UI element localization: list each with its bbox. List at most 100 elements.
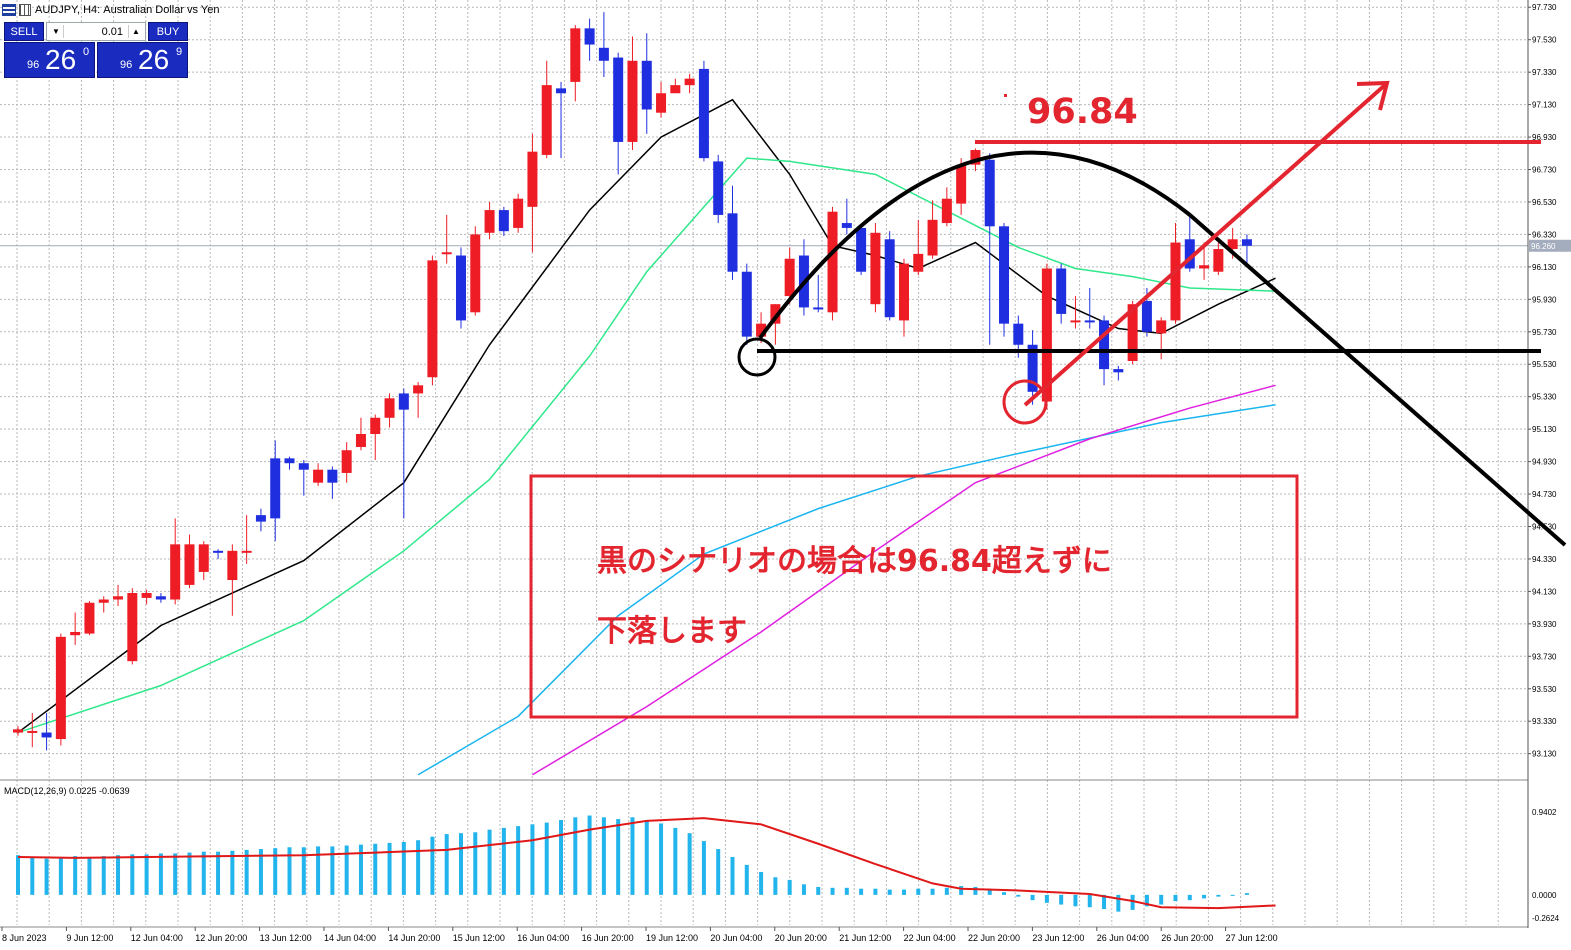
macd-histogram-bar	[887, 889, 892, 895]
macd-histogram-bar	[301, 847, 306, 895]
macd-histogram-bar	[716, 849, 721, 895]
menu-icon[interactable]	[2, 4, 16, 16]
candle-body	[1041, 268, 1052, 402]
sell-button[interactable]: SELL	[4, 22, 44, 41]
macd-histogram-bar	[630, 817, 635, 895]
lot-increase-icon[interactable]: ▲	[128, 25, 143, 38]
price-tick-label: 94.330	[1532, 555, 1557, 564]
macd-histogram-bar	[458, 833, 463, 895]
candle-body	[98, 599, 109, 603]
macd-histogram-bar	[659, 823, 664, 895]
macd-histogram-bar	[801, 884, 806, 895]
candle-body	[1241, 239, 1252, 246]
candle-body	[155, 596, 166, 600]
macd-histogram-bar	[158, 853, 163, 895]
macd-histogram-bar	[916, 888, 921, 895]
price-tick-label: 94.130	[1532, 587, 1557, 596]
macd-histogram-bar	[730, 856, 735, 895]
candle-body	[1127, 304, 1138, 361]
buy-button[interactable]: BUY	[148, 22, 188, 41]
candle-body	[698, 68, 709, 159]
time-tick-label: 26 Jun 04:00	[1097, 933, 1149, 943]
candle-body	[541, 85, 552, 155]
candle-body	[213, 550, 224, 553]
level-label: 96.84	[1027, 92, 1138, 132]
candle-body	[856, 227, 867, 272]
time-tick-label: 20 Jun 20:00	[775, 933, 827, 943]
candle-body	[556, 88, 567, 94]
price-tick-label: 96.930	[1532, 133, 1557, 142]
symbol-description: Australian Dollar vs Yen	[103, 4, 220, 16]
candle-body	[170, 544, 181, 600]
macd-histogram-bar	[830, 887, 835, 895]
candle-body	[370, 417, 381, 434]
candle-body	[756, 323, 767, 337]
price-tick-label: 95.130	[1532, 425, 1557, 434]
candle-body	[127, 593, 138, 662]
macd-histogram-bar	[1130, 894, 1135, 910]
macd-histogram-bar	[1187, 894, 1192, 901]
buy-price-box[interactable]: 96 26 9	[97, 42, 188, 78]
candle-body	[198, 544, 209, 572]
moving-average-line	[17, 98, 1276, 734]
candle-body	[784, 258, 795, 297]
candle-body	[241, 550, 252, 553]
chart-window-icon[interactable]	[19, 4, 31, 16]
macd-histogram-bar	[44, 858, 49, 895]
price-tick-label: 93.730	[1532, 652, 1557, 661]
macd-histogram-bar	[573, 817, 578, 895]
candle-body	[827, 211, 838, 313]
macd-histogram-bar	[873, 888, 878, 895]
macd-histogram-bar	[230, 850, 235, 895]
current-price-label: 96.260	[1531, 242, 1556, 251]
candle-body	[184, 544, 195, 585]
time-tick-label: 12 Jun 04:00	[131, 933, 183, 943]
macd-histogram-bar	[930, 888, 935, 895]
chart-title-bar: AUDJPY, H4: Australian Dollar vs Yen	[2, 2, 219, 18]
macd-histogram-bar	[701, 841, 706, 895]
candle-body	[927, 219, 938, 256]
macd-histogram-bar	[1244, 893, 1249, 895]
price-tick-label: 96.730	[1532, 166, 1557, 175]
macd-histogram-bar	[244, 849, 249, 895]
time-tick-label: 20 Jun 04:00	[710, 933, 762, 943]
price-tick-label: 95.330	[1532, 393, 1557, 402]
candle-body	[384, 398, 395, 418]
sell-price-box[interactable]: 96 26 0	[4, 42, 95, 78]
macd-histogram-bar	[1159, 894, 1164, 905]
red-arrow-shaft	[1023, 83, 1387, 407]
candle-body	[770, 304, 781, 324]
current-price-tag	[1529, 239, 1571, 252]
macd-histogram-bar	[216, 851, 221, 895]
ask-pip: 9	[176, 46, 183, 58]
candle-body	[956, 164, 967, 204]
macd-histogram-bar	[273, 848, 278, 895]
time-tick-label: 16 Jun 20:00	[582, 933, 634, 943]
candle-body	[1170, 242, 1181, 321]
macd-histogram-bar	[373, 843, 378, 895]
candle-body	[727, 213, 738, 272]
macd-histogram-bar	[1202, 894, 1207, 899]
time-tick-label: 14 Jun 20:00	[388, 933, 440, 943]
macd-histogram-bar	[487, 829, 492, 895]
macd-histogram-bar	[473, 832, 478, 895]
candle-body	[327, 469, 338, 483]
lot-decrease-icon[interactable]: ▼	[49, 25, 64, 38]
candle-body	[1141, 300, 1152, 332]
candle-body	[1056, 268, 1067, 314]
candle-body	[570, 28, 581, 82]
macd-histogram-bar	[316, 846, 321, 895]
candle-body	[470, 234, 481, 313]
macd-histogram-bar	[1144, 894, 1149, 907]
lot-size-field[interactable]: ▼ 0.01 ▲	[46, 22, 146, 41]
moving-averages	[17, 98, 1276, 776]
red-dot	[1004, 94, 1007, 97]
price-tick-label: 93.330	[1532, 717, 1557, 726]
ask-big-digits: 26	[138, 44, 170, 75]
price-tick-label: 95.730	[1532, 328, 1557, 337]
macd-histogram-bar	[644, 819, 649, 895]
macd-histogram-bar	[1030, 894, 1035, 901]
moving-average-line	[532, 384, 1276, 776]
macd-histogram-bar	[30, 857, 35, 895]
